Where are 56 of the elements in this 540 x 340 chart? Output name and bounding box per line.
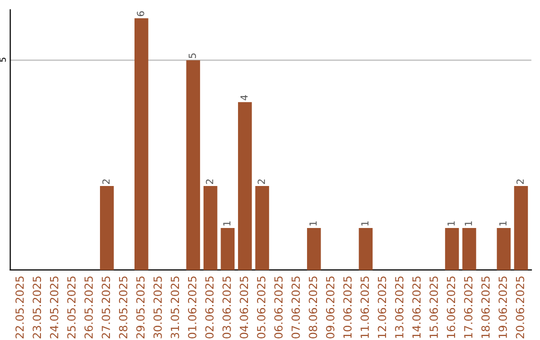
- x-tick-label: 05.06.2025: [257, 276, 266, 338]
- bar: [358, 228, 373, 270]
- x-tick-label: 23.05.2025: [32, 276, 42, 338]
- data-label: 2: [102, 179, 110, 184]
- x-tick-label: 09.06.2025: [326, 276, 334, 338]
- x-tick-label: 15.06.2025: [430, 276, 438, 338]
- bar: [238, 102, 252, 270]
- x-tick-label: 12.06.2025: [378, 276, 386, 338]
- data-label: 2: [206, 179, 214, 184]
- x-tick-label: 13.06.2025: [395, 276, 404, 338]
- data-label: 1: [448, 221, 455, 226]
- x-tick-label: 31.05.2025: [170, 276, 180, 338]
- bar: [496, 228, 511, 270]
- bar: [100, 186, 114, 270]
- x-tick-label: 30.05.2025: [153, 276, 162, 338]
- bar: [255, 186, 270, 270]
- bar: [462, 228, 476, 270]
- x-tick-label: 18.06.2025: [481, 276, 490, 338]
- data-label: 2: [258, 179, 265, 184]
- bar: [307, 228, 321, 270]
- bar: [445, 228, 459, 270]
- x-tick-label: 28.05.2025: [118, 276, 128, 338]
- x-tick-label: 25.05.2025: [67, 276, 76, 338]
- x-tick-label: 24.05.2025: [50, 276, 58, 338]
- bar: [204, 186, 218, 270]
- data-label: 2: [516, 179, 524, 184]
- x-tick-label: 04.06.2025: [240, 276, 248, 338]
- x-tick-label: 20.06.2025: [516, 276, 524, 338]
- bar: [186, 60, 200, 270]
- bar: [134, 18, 148, 270]
- data-label: 1: [223, 221, 230, 226]
- x-tick-label: 11.06.2025: [360, 276, 369, 338]
- x-tick-label: 10.06.2025: [343, 276, 352, 338]
- x-tick-label: 29.05.2025: [136, 276, 145, 338]
- x-tick-label: 03.06.2025: [222, 276, 231, 338]
- x-tick-label: 06.06.2025: [274, 276, 283, 338]
- x-tick-label: 01.06.2025: [188, 276, 196, 338]
- x-tick-label: 02.06.2025: [205, 276, 214, 338]
- x-tick-label: 17.06.2025: [464, 276, 472, 338]
- data-label: 6: [136, 11, 144, 16]
- x-tick-label: 26.05.2025: [84, 276, 93, 338]
- data-label: 1: [310, 221, 317, 226]
- x-tick-label: 27.05.2025: [102, 276, 110, 338]
- bar: [514, 186, 528, 270]
- data-label: 5: [188, 53, 196, 58]
- bar: [220, 228, 235, 270]
- x-tick-label: 07.06.2025: [292, 276, 300, 338]
- x-tick-label: 14.06.2025: [412, 276, 421, 338]
- x-tick-label: 08.06.2025: [308, 276, 318, 338]
- x-tick-label: 19.06.2025: [498, 276, 507, 338]
- data-label: 1: [464, 221, 472, 226]
- data-label: 1: [361, 221, 368, 226]
- data-label: 1: [499, 221, 506, 226]
- x-tick-label: 22.05.2025: [15, 276, 24, 338]
- data-label: 4: [240, 95, 248, 100]
- x-tick-label: 16.06.2025: [446, 276, 456, 338]
